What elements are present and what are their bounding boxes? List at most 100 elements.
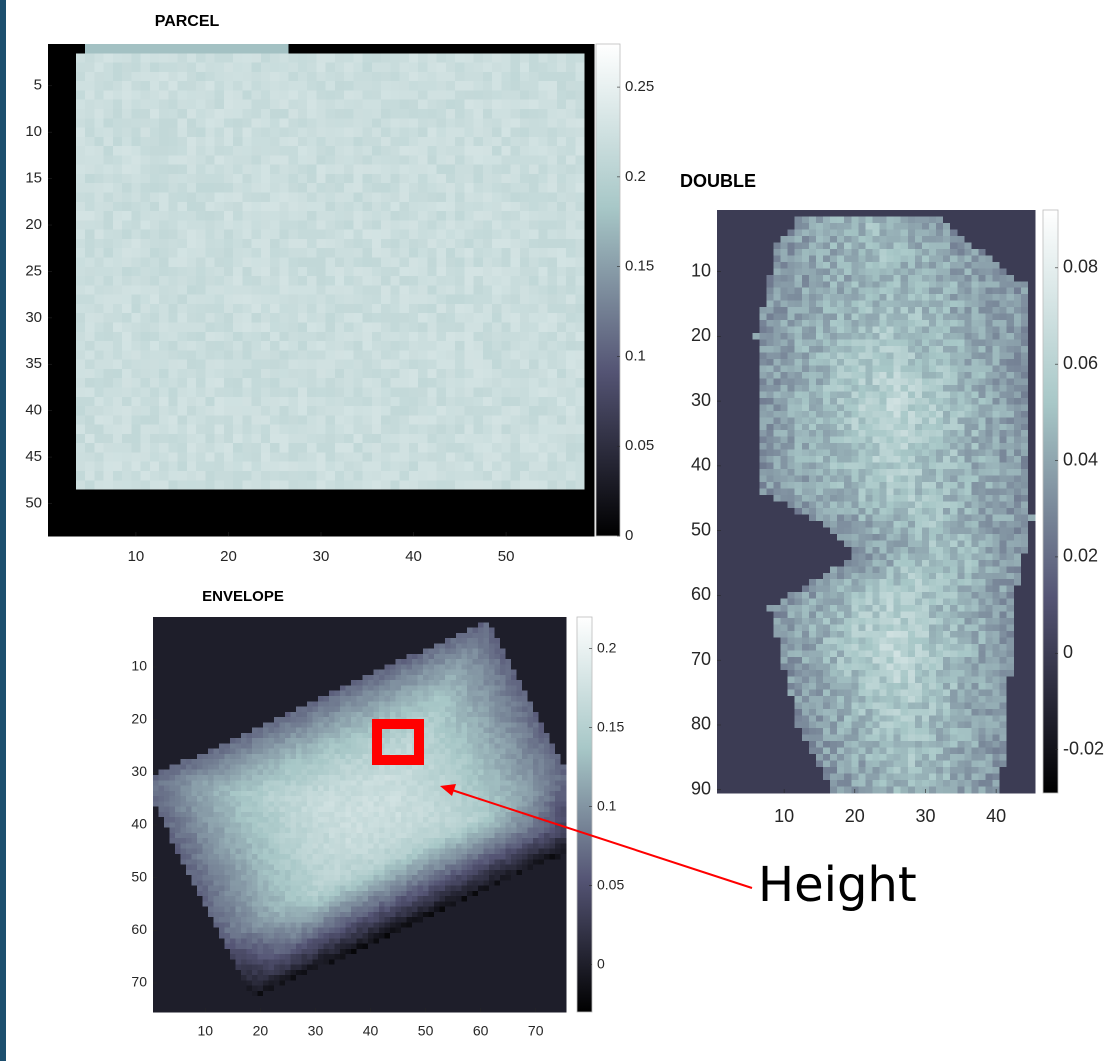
heatmap-cell [187, 295, 197, 305]
heatmap-cell [986, 255, 994, 262]
heatmap-cell [196, 517, 206, 527]
heatmap-cell [464, 72, 474, 82]
heatmap-cell [894, 359, 902, 366]
heatmap-cell [67, 369, 77, 379]
heatmap-cell [511, 517, 521, 527]
heatmap-cell [738, 378, 746, 385]
heatmap-cell [113, 90, 123, 100]
heatmap-cell [85, 137, 95, 147]
heatmap-cell [922, 333, 930, 340]
heatmap-cell [168, 397, 178, 407]
heatmap-cell [215, 517, 225, 527]
heatmap-cell [437, 211, 447, 221]
heatmap-cell [427, 44, 437, 54]
heatmap-cell [529, 118, 539, 128]
heatmap-cell [788, 385, 796, 392]
heatmap-cell [752, 359, 760, 366]
heatmap-cell [409, 508, 419, 518]
heatmap-cell [511, 490, 521, 500]
heatmap-cell [409, 118, 419, 128]
heatmap-cell [566, 425, 576, 435]
heatmap-cell [67, 174, 77, 184]
heatmap-cell [335, 313, 345, 323]
heatmap-cell [455, 44, 465, 54]
heatmap-cell [85, 146, 95, 156]
heatmap-cell [745, 391, 753, 398]
heatmap-cell [585, 211, 595, 221]
heatmap-cell [372, 220, 382, 230]
heatmap-cell [307, 443, 317, 453]
heatmap-cell [1007, 391, 1015, 398]
heatmap-cell [224, 480, 234, 490]
heatmap-cell [409, 387, 419, 397]
heatmap-cell [168, 44, 178, 54]
heatmap-cell [474, 44, 484, 54]
heatmap-cell [85, 63, 95, 73]
heatmap-cell [731, 333, 739, 340]
heatmap-cell [901, 365, 909, 372]
heatmap-cell [774, 223, 782, 230]
heatmap-cell [455, 415, 465, 425]
heatmap-cell [57, 276, 67, 286]
heatmap-cell [437, 183, 447, 193]
heatmap-cell [548, 341, 558, 351]
heatmap-cell [1007, 255, 1015, 262]
heatmap-cell [929, 320, 937, 327]
heatmap-cell [446, 471, 456, 481]
heatmap-cell [390, 90, 400, 100]
heatmap-cell [187, 202, 197, 212]
heatmap-cell [511, 146, 521, 156]
heatmap-cell [159, 341, 169, 351]
heatmap-cell [529, 100, 539, 110]
heatmap-cell [224, 220, 234, 230]
heatmap-cell [986, 359, 994, 366]
colorbar [596, 44, 620, 536]
heatmap-cell [437, 480, 447, 490]
heatmap-cell [298, 452, 308, 462]
heatmap-cell [289, 109, 299, 119]
heatmap-cell [781, 268, 789, 275]
heatmap-cell [474, 81, 484, 91]
heatmap-cell [894, 437, 902, 444]
heatmap-cell [205, 462, 215, 472]
heatmap-cell [381, 109, 391, 119]
heatmap-cell [464, 508, 474, 518]
heatmap-cell [104, 146, 114, 156]
heatmap-cell [548, 295, 558, 305]
heatmap-cell [215, 211, 225, 221]
heatmap-cell [548, 499, 558, 509]
heatmap-cell [196, 118, 206, 128]
heatmap-cell [289, 174, 299, 184]
heatmap-cell [957, 378, 965, 385]
heatmap-cell [131, 155, 141, 165]
heatmap-cell [1028, 359, 1036, 366]
heatmap-cell [943, 333, 951, 340]
heatmap-cell [215, 499, 225, 509]
heatmap-cell [788, 262, 796, 269]
heatmap-cell [575, 341, 585, 351]
heatmap-cell [224, 462, 234, 472]
heatmap-cell [943, 288, 951, 295]
heatmap-cell [168, 239, 178, 249]
heatmap-cell [978, 229, 986, 236]
heatmap-cell [326, 313, 336, 323]
heatmap-cell [159, 285, 169, 295]
heatmap-cell [455, 304, 465, 314]
heatmap-cell [76, 202, 86, 212]
heatmap-cell [446, 109, 456, 119]
heatmap-cell [788, 340, 796, 347]
heatmap-cell [85, 527, 95, 537]
heatmap-cell [978, 333, 986, 340]
heatmap-cell [196, 415, 206, 425]
heatmap-cell [844, 365, 852, 372]
heatmap-cell [865, 372, 873, 379]
heatmap-cell [205, 304, 215, 314]
heatmap-cell [752, 391, 760, 398]
heatmap-cell [837, 333, 845, 340]
heatmap-cell [261, 369, 271, 379]
heatmap-cell [566, 193, 576, 203]
heatmap-cell [464, 109, 474, 119]
heatmap-cell [858, 450, 866, 457]
heatmap-cell [492, 415, 502, 425]
heatmap-cell [131, 118, 141, 128]
